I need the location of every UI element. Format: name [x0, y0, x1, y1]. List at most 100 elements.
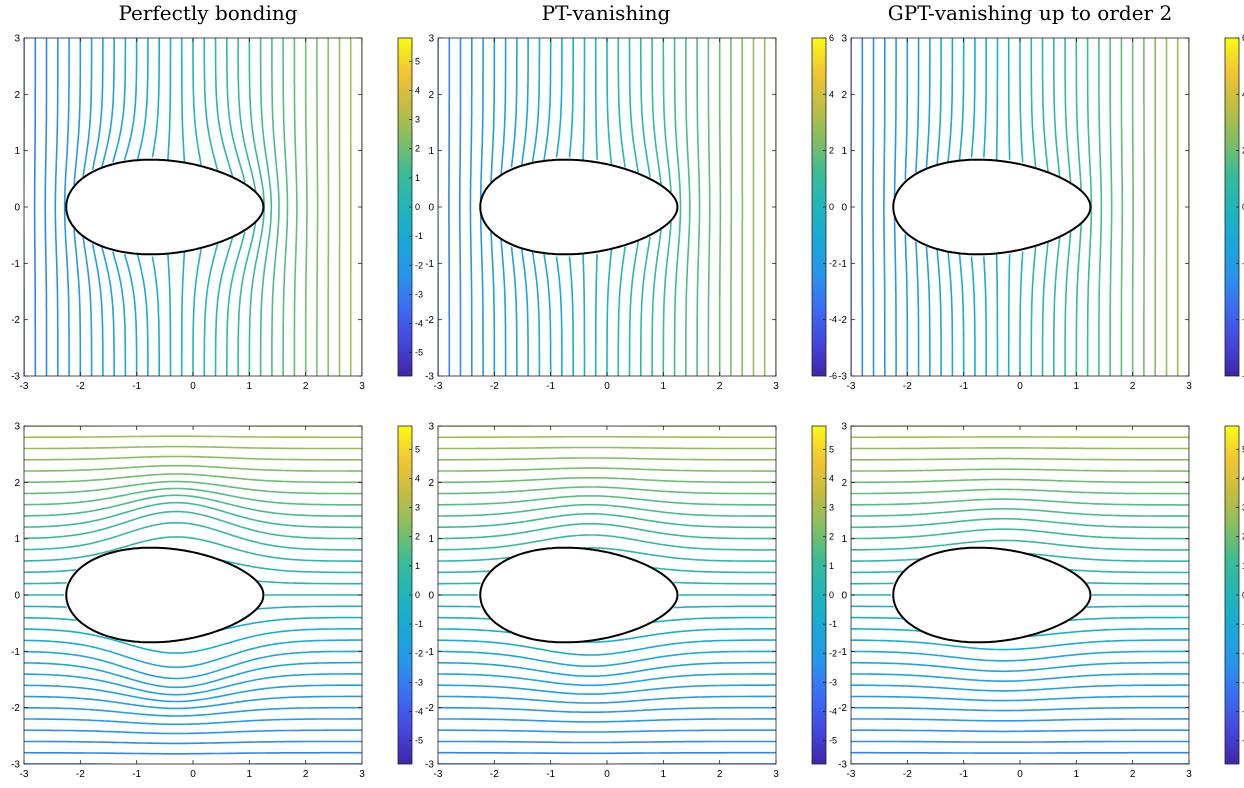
panel-5-level-line — [438, 639, 776, 656]
panel-1-colorbar-tick-label: -3 — [415, 289, 423, 299]
panel-4-colorbar-tick-label: -3 — [415, 677, 423, 687]
panel-2-xtick-label: 3 — [773, 381, 779, 392]
panel-6-level-line — [851, 695, 1189, 702]
panel-2-level-line — [543, 38, 552, 161]
panel-6-level-line — [851, 639, 1189, 651]
panel-5-level-line — [438, 695, 776, 704]
panel-5-level-line — [438, 495, 776, 506]
panel-3-xtick-label: -1 — [959, 381, 968, 392]
panel-6-colorbar-tick-label: -2 — [1242, 648, 1244, 658]
panel-2-level-line — [490, 231, 496, 376]
panel-5-level-line — [579, 546, 776, 563]
panel-1-level-line — [282, 38, 289, 376]
panel-1-colorbar-tick-label: -4 — [415, 319, 423, 329]
title-gpt-vanishing: GPT-vanishing up to order 2 — [888, 1, 1172, 25]
panel-1-level-line — [214, 38, 234, 178]
panel-6-level-line — [851, 507, 1189, 517]
panel-5-level-line — [673, 605, 776, 609]
panel-5-xtick-label: 2 — [717, 769, 723, 780]
panel-5-level-line — [438, 476, 776, 484]
panel-4-inclusion-boundary — [65, 546, 265, 644]
panel-5-level-line — [438, 522, 776, 540]
panel-2-level-line — [673, 38, 682, 376]
panel-1-level-line — [101, 38, 115, 168]
panel-5-level-line — [438, 673, 776, 687]
panel-1-contours — [24, 38, 362, 376]
panel-5-level-line — [438, 605, 481, 608]
panel-3-level-line — [1120, 38, 1124, 376]
panel-6-ytick-label: -2 — [838, 703, 847, 714]
panel-3-level-line — [1075, 224, 1082, 376]
panel-1-level-line — [91, 244, 104, 376]
panel-3-level-line — [947, 251, 954, 376]
panel-1-level-line — [203, 244, 219, 376]
panel-6-xtick-label: 0 — [1017, 769, 1023, 780]
panel-5-colorbar-tick-label: 1 — [829, 561, 834, 571]
panel-1-level-line — [33, 38, 37, 376]
panel-5-colorbar-tick-label: -3 — [829, 677, 837, 687]
panel-5-level-line — [438, 512, 776, 529]
panel-1-xtick-label: 0 — [190, 381, 196, 392]
panel-6-level-line — [1027, 552, 1189, 563]
panel-2-level-line — [520, 38, 529, 166]
panel-2-level-line — [555, 256, 563, 376]
panel-3-level-line — [915, 241, 920, 376]
panel-1-ytick-label: 0 — [14, 203, 20, 214]
panel-6-ytick-label: 2 — [841, 478, 847, 489]
panel-6-level-line — [851, 673, 1189, 683]
panel-2-level-line — [555, 38, 563, 158]
panel-5: -3 -2 -1 0 1 2 3 -3 -2 -1 0 1 2 3 -5 -4 -3 -2 -1 0 1 2 3 4 5 — [425, 422, 837, 781]
panel-5-level-line — [438, 718, 776, 723]
panel-6-level-line — [851, 661, 1189, 673]
panel-2-level-line — [606, 38, 613, 165]
panel-3-ytick-label: 3 — [841, 34, 847, 45]
panel-2-level-line — [510, 246, 518, 376]
panel-5-level-line — [438, 582, 481, 585]
panel-1-ytick-label: -1 — [11, 259, 20, 270]
panel-3: -3 -2 -1 0 1 2 3 -3 -2 -1 0 1 2 3 -6 -4 -2 0 2 4 6 — [838, 33, 1244, 392]
panel-5-ytick-label: 2 — [428, 478, 434, 489]
panel-2-level-line — [685, 38, 691, 376]
panel-6-level-line — [1069, 569, 1189, 574]
panel-1-ytick-label: 3 — [14, 34, 20, 45]
panel-4-level-line — [24, 480, 362, 495]
panel-1-ytick-label: 1 — [14, 146, 20, 157]
panel-4-colorbar-tick-label: -5 — [415, 736, 423, 746]
panel-1-level-line — [167, 38, 172, 160]
title-perfectly-bonding: Perfectly bonding — [118, 1, 297, 25]
panel-6-level-line — [851, 517, 1189, 529]
panel-4-level-line — [24, 536, 362, 563]
panel-4-level-line — [24, 605, 67, 608]
panel-1-level-line — [259, 38, 273, 376]
panel-5-colorbar-tick-label: -1 — [829, 619, 837, 629]
title-pt-vanishing: PT-vanishing — [542, 1, 671, 25]
panel-6-level-line — [851, 616, 904, 620]
panel-2-xtick-label: -3 — [434, 381, 443, 392]
panel-4-level-line — [24, 501, 362, 529]
panel-1-ytick-label: 2 — [14, 90, 20, 101]
panel-1-level-line — [123, 38, 138, 161]
panel-3-colorbar-tick-label: 0 — [1242, 202, 1244, 212]
panel-5-colorbar-tick-label: -2 — [829, 648, 837, 658]
panel-2-level-line — [531, 38, 541, 163]
panel-2-ytick-label: 2 — [428, 90, 434, 101]
panel-6-colorbar-tick-label: -4 — [1242, 707, 1244, 717]
panel-4-level-line — [24, 435, 362, 439]
panel-1-level-line — [82, 38, 93, 178]
panel-4-xtick-label: 3 — [359, 769, 365, 780]
panel-5-ytick-label: 1 — [428, 534, 434, 545]
panel-2-level-line — [662, 221, 672, 376]
panel-2-level-line — [617, 246, 626, 376]
panel-4-level-line — [24, 569, 77, 574]
panel-1-level-line — [44, 38, 48, 376]
panel-6-colorbar-tick-label: 5 — [1242, 444, 1244, 454]
panel-6-level-line — [851, 729, 1189, 733]
panel-2-ytick-label: 1 — [428, 146, 434, 157]
panel-3-xtick-label: 0 — [1017, 381, 1023, 392]
panel-2-ytick-label: 3 — [428, 34, 434, 45]
panel-2-level-line — [582, 254, 586, 376]
panel-3-ytick-label: -2 — [838, 315, 847, 326]
panel-5-colorbar-tick-label: 3 — [829, 503, 834, 513]
panel-4-level-line — [24, 684, 362, 703]
panel-3-contours — [851, 38, 1189, 376]
